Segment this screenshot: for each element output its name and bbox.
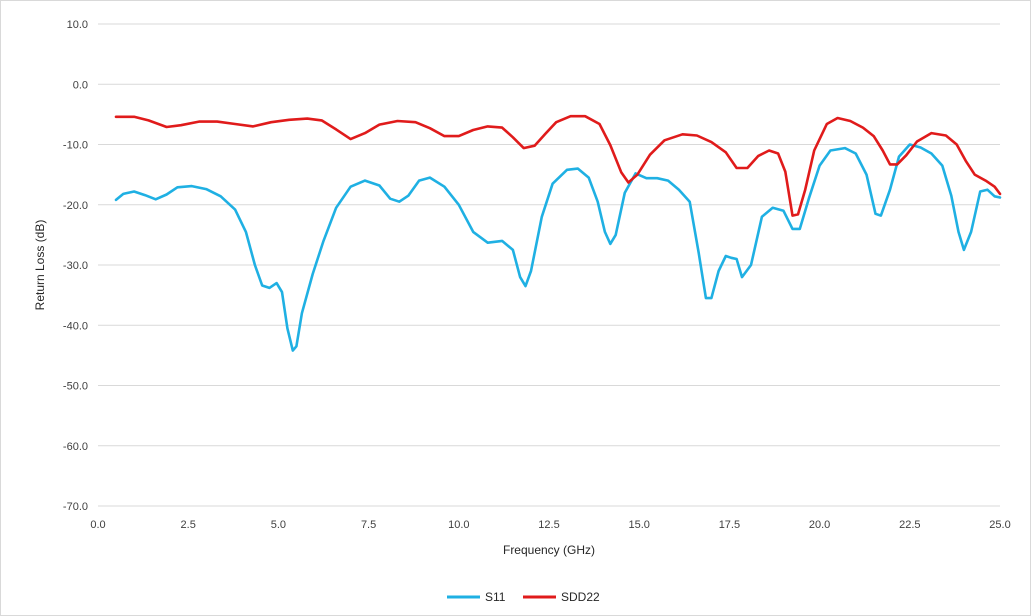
y-tick-label: -50.0	[63, 381, 88, 393]
x-tick-label: 0.0	[90, 519, 105, 531]
legend: S11 SDD22	[447, 590, 600, 604]
y-tick-label: -20.0	[63, 200, 88, 212]
x-tick-label: 25.0	[989, 519, 1010, 531]
x-tick-label: 20.0	[809, 519, 830, 531]
legend-label-sdd22: SDD22	[561, 590, 600, 604]
x-tick-label: 15.0	[628, 519, 649, 531]
x-tick-label: 12.5	[538, 519, 559, 531]
y-axis-title: Return Loss (dB)	[33, 220, 47, 311]
series-line-sdd22	[114, 114, 1002, 217]
y-tick-label: -70.0	[63, 501, 88, 513]
x-tick-label: 5.0	[271, 519, 286, 531]
series-lines	[114, 114, 1002, 352]
x-tick-label: 2.5	[181, 519, 196, 531]
x-tick-label: 22.5	[899, 519, 920, 531]
gridlines	[98, 23, 1000, 507]
series-line-s11	[114, 143, 1002, 352]
y-tick-label: -30.0	[63, 260, 88, 272]
x-tick-label: 10.0	[448, 519, 469, 531]
y-axis-tick-labels: 10.0 0.0 -10.0 -20.0 -30.0 -40.0 -50.0 -60.0 -70…	[63, 19, 88, 513]
y-tick-label: -60.0	[63, 441, 88, 453]
y-tick-label: 10.0	[67, 19, 88, 31]
x-tick-label: 17.5	[719, 519, 740, 531]
x-axis-tick-labels: 0.0 2.5 5.0 7.5 10.0 12.5 15.0 17.5 20.0 22.5 25.0	[90, 519, 1010, 531]
x-axis-title: Frequency (GHz)	[503, 543, 595, 557]
legend-label-s11: S11	[485, 590, 506, 604]
y-tick-label: -10.0	[63, 140, 88, 152]
x-tick-label: 7.5	[361, 519, 376, 531]
y-tick-label: -40.0	[63, 320, 88, 332]
y-tick-label: 0.0	[73, 79, 88, 91]
